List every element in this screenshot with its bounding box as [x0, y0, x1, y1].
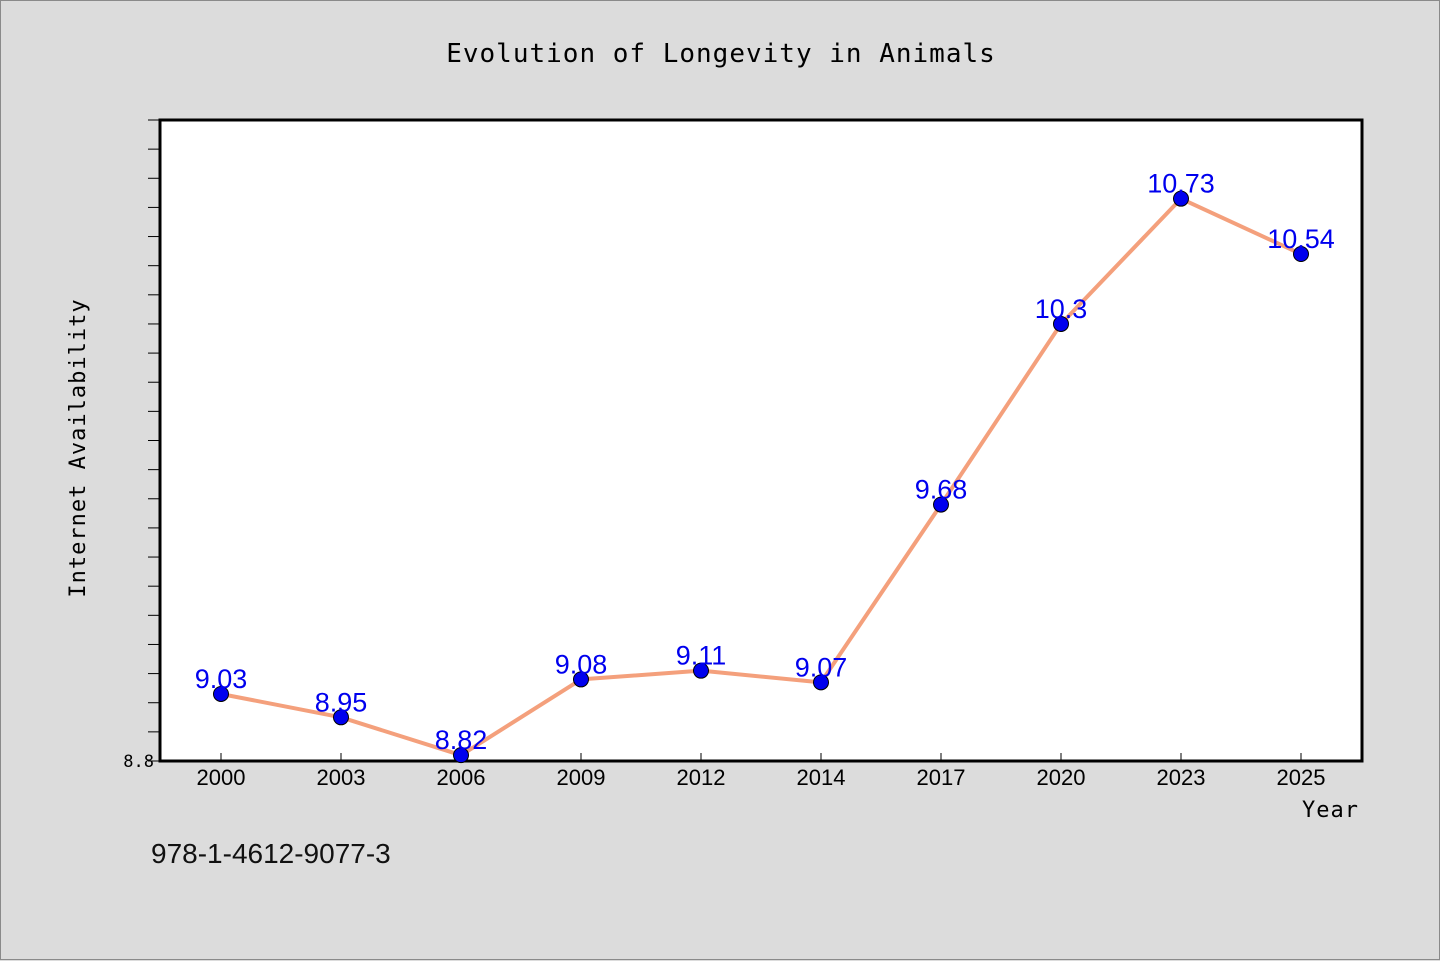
x-axis: 2000 2003 2006 2009 2012 2014 2017 2020 2023 2025	[197, 753, 1326, 790]
x-tick-label: 2025	[1277, 765, 1326, 790]
series-markers	[213, 190, 1309, 764]
data-label: 9.11	[676, 641, 727, 671]
x-tick-label: 2017	[917, 765, 966, 790]
chart-title: Evolution of Longevity in Animals	[446, 39, 996, 69]
data-label: 10.54	[1267, 224, 1335, 254]
data-point	[813, 674, 829, 691]
data-point	[1293, 246, 1309, 263]
x-tick-label: 2020	[1037, 765, 1086, 790]
data-label: 9.68	[915, 475, 968, 505]
plot-area	[158, 118, 1364, 763]
x-tick-label: 2006	[437, 765, 486, 790]
data-point	[1053, 315, 1069, 332]
data-label: 9.07	[795, 652, 848, 682]
y-axis: 8.8	[123, 119, 160, 772]
data-label: 8.95	[315, 687, 368, 717]
data-point	[333, 709, 349, 726]
data-label: 10.3	[1035, 294, 1088, 324]
series-line	[220, 196, 1302, 758]
data-label: 8.82	[435, 725, 488, 755]
data-label: 9.08	[555, 649, 608, 679]
x-tick-label: 2014	[797, 765, 846, 790]
data-point	[1173, 190, 1189, 207]
data-point	[693, 662, 709, 679]
y-axis-label: Internet Availability	[66, 298, 91, 597]
data-label: 10.73	[1147, 169, 1215, 199]
data-point	[453, 747, 469, 764]
data-point	[213, 685, 229, 702]
data-label: 9.03	[195, 664, 248, 694]
data-point	[573, 671, 589, 688]
data-labels: 9.03 8.95 8.82 9.08 9.11 9.07 9.68 10.3 10.73 10.…	[195, 169, 1335, 756]
x-axis-label: Year	[1302, 798, 1359, 823]
footer-code: 978-1-4612-9077-3	[151, 838, 391, 869]
y-tick-label: 8.8	[123, 752, 154, 772]
x-tick-label: 2012	[677, 765, 726, 790]
x-tick-label: 2009	[557, 765, 606, 790]
x-tick-label: 2000	[197, 765, 246, 790]
x-tick-label: 2023	[1157, 765, 1206, 790]
data-point	[933, 496, 949, 513]
x-tick-label: 2003	[317, 765, 366, 790]
